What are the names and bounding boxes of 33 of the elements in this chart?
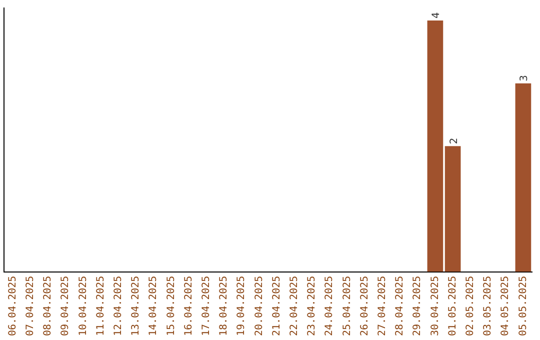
x-tick-label: 10.04.2025	[78, 276, 89, 336]
x-tick-label: 20.04.2025	[254, 276, 265, 336]
x-tick-label: 17.04.2025	[200, 276, 212, 336]
x-tick-label: 15.04.2025	[166, 276, 177, 336]
x-tick-label: 06.04.2025	[7, 276, 18, 336]
x-tick-label: 22.04.2025	[288, 276, 300, 336]
x-tick-label: 05.05.2025	[518, 276, 529, 336]
data-label: 2	[448, 138, 460, 144]
x-tick-label: 04.05.2025	[500, 276, 512, 336]
x-tick-label: 12.04.2025	[112, 276, 124, 336]
x-tick-label: 27.04.2025	[376, 276, 388, 336]
x-tick-label: 03.05.2025	[482, 276, 494, 336]
x-tick-label: 30.04.2025	[430, 276, 441, 336]
x-tick-label: 26.04.2025	[359, 276, 370, 336]
data-label: 3	[519, 74, 530, 82]
x-tick-label: 25.04.2025	[342, 276, 353, 336]
x-tick-label: 23.04.2025	[306, 276, 318, 336]
x-tick-label: 14.04.2025	[148, 276, 160, 336]
x-tick-label: 19.04.2025	[236, 276, 248, 336]
x-tick-label: 24.04.2025	[324, 276, 336, 336]
x-tick-label: 09.04.2025	[60, 276, 72, 336]
x-tick-label: 11.04.2025	[95, 276, 106, 336]
x-tick-label: 08.04.2025	[42, 276, 54, 336]
x-tick-label: 18.04.2025	[218, 276, 230, 336]
x-tick-label: 29.04.2025	[412, 276, 424, 336]
x-tick-label: 07.04.2025	[24, 276, 36, 336]
x-tick-label: 28.04.2025	[394, 276, 406, 336]
x-tick-label: 16.04.2025	[183, 276, 194, 336]
x-tick-label: 01.05.2025	[447, 276, 458, 336]
x-tick-label: 13.04.2025	[130, 276, 142, 336]
x-tick-label: 21.04.2025	[271, 276, 282, 336]
x-tick-label: 02.05.2025	[464, 276, 476, 336]
data-label: 4	[431, 12, 442, 19]
